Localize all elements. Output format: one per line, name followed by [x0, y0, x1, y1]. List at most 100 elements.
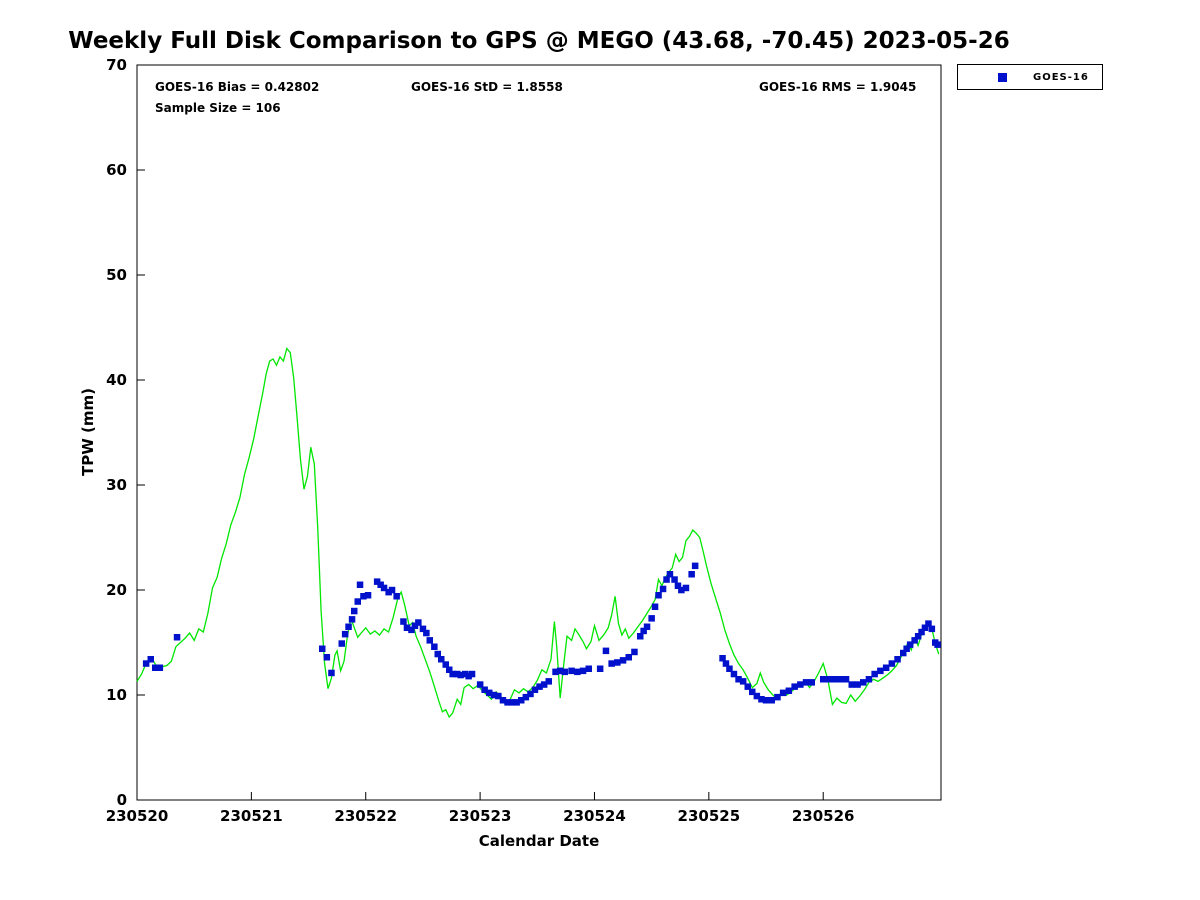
- goes16-marker: [753, 692, 761, 700]
- x-tick-label: 230521: [220, 807, 283, 825]
- goes16-marker: [882, 664, 890, 671]
- goes16-marker: [928, 625, 936, 633]
- goes16-marker: [522, 693, 530, 701]
- goes16-marker: [833, 676, 841, 683]
- goes16-marker: [545, 678, 552, 685]
- goes16-marker: [504, 699, 511, 706]
- goes16-marker: [688, 571, 695, 578]
- goes16-marker: [625, 654, 632, 661]
- goes16-marker: [323, 654, 331, 661]
- goes16-marker: [921, 624, 929, 631]
- goes16-marker: [561, 668, 568, 676]
- goes16-marker: [888, 660, 896, 667]
- goes16-marker: [730, 670, 738, 678]
- goes16-marker: [341, 630, 349, 638]
- y-tick-label: 10: [106, 686, 127, 704]
- goes16-marker: [385, 588, 392, 596]
- goes16-marker: [663, 576, 670, 583]
- goes16-marker: [925, 620, 932, 627]
- goes16-marker: [431, 643, 438, 650]
- x-tick-label: 230523: [449, 807, 512, 825]
- goes16-marker: [785, 687, 793, 694]
- goes16-marker: [556, 667, 564, 675]
- goes16-marker: [726, 665, 733, 672]
- goes16-marker: [462, 670, 469, 678]
- goes16-legend-marker-icon: [998, 72, 1007, 82]
- x-tick-label: 230526: [792, 807, 855, 825]
- y-tick-label: 30: [106, 476, 127, 494]
- goes16-marker: [345, 623, 352, 630]
- legend-box: GOES-16: [957, 64, 1103, 90]
- goes16-marker: [454, 670, 461, 678]
- goes16-marker: [829, 676, 836, 683]
- goes16-marker: [156, 664, 164, 671]
- goes16-marker: [426, 637, 433, 644]
- goes16-marker: [568, 667, 575, 675]
- goes16-marker: [319, 645, 326, 652]
- chart-title: Weekly Full Disk Comparison to GPS @ MEG…: [68, 28, 1010, 54]
- goes16-marker: [854, 681, 861, 688]
- goes16-marker: [671, 576, 678, 583]
- goes16-marker: [619, 657, 627, 664]
- goes16-marker: [419, 625, 427, 633]
- x-tick-label: 230522: [334, 807, 397, 825]
- goes16-marker: [152, 664, 159, 671]
- goes16-marker: [465, 672, 472, 680]
- goes16-marker: [356, 581, 364, 588]
- goes16-marker: [655, 592, 662, 599]
- goes16-marker: [774, 693, 781, 701]
- goes16-marker: [377, 581, 384, 588]
- plot-box: [136, 64, 942, 801]
- goes16-marker: [860, 679, 867, 686]
- goes16-marker: [423, 629, 430, 637]
- goes16-marker: [552, 668, 559, 676]
- goes16-marker: [659, 585, 667, 593]
- x-tick-label: 230520: [106, 807, 169, 825]
- goes16-marker: [911, 637, 918, 644]
- goes16-marker: [900, 649, 907, 657]
- goes16-marker: [348, 616, 356, 623]
- goes16-marker: [411, 622, 419, 629]
- y-tick-label: 60: [106, 161, 127, 179]
- stat-std: GOES-16 StD = 1.8558: [411, 80, 563, 94]
- y-tick-label: 70: [106, 56, 127, 74]
- goes16-marker: [360, 593, 367, 600]
- legend-label: GOES-16: [1033, 71, 1089, 83]
- goes16-marker: [735, 676, 742, 683]
- goes16-marker: [499, 697, 507, 704]
- goes16-marker: [476, 681, 484, 688]
- goes16-marker: [914, 633, 922, 640]
- goes16-marker: [838, 676, 845, 683]
- y-tick-label: 20: [106, 581, 127, 599]
- goes16-marker: [648, 615, 655, 622]
- stat-sample-size: Sample Size = 106: [155, 101, 281, 115]
- goes16-marker: [468, 670, 476, 678]
- goes16-marker: [393, 593, 400, 600]
- goes16-marker: [758, 696, 765, 703]
- goes16-marker: [749, 688, 756, 696]
- goes16-marker: [802, 679, 810, 686]
- y-axis-label: TPW (mm): [79, 388, 97, 476]
- goes16-marker: [608, 660, 615, 667]
- goes16-marker: [527, 690, 534, 698]
- goes16-marker: [791, 683, 798, 690]
- goes16-marker: [602, 647, 610, 655]
- goes16-marker: [364, 592, 372, 599]
- goes16-marker: [579, 667, 587, 675]
- goes16-marker: [918, 628, 925, 636]
- y-tick-label: 0: [117, 791, 127, 809]
- y-tick-label: 50: [106, 266, 127, 284]
- goes16-marker: [797, 681, 804, 688]
- goes16-marker: [449, 670, 456, 678]
- goes16-marker: [434, 650, 441, 658]
- goes16-marker: [495, 692, 502, 700]
- goes16-marker: [173, 634, 181, 641]
- goes16-marker: [744, 683, 751, 690]
- goes16-marker: [490, 691, 498, 699]
- goes16-marker: [338, 640, 345, 647]
- goes16-marker: [631, 648, 638, 656]
- goes16-marker: [531, 686, 539, 693]
- goes16-marker: [380, 584, 388, 592]
- goes16-marker: [808, 679, 815, 686]
